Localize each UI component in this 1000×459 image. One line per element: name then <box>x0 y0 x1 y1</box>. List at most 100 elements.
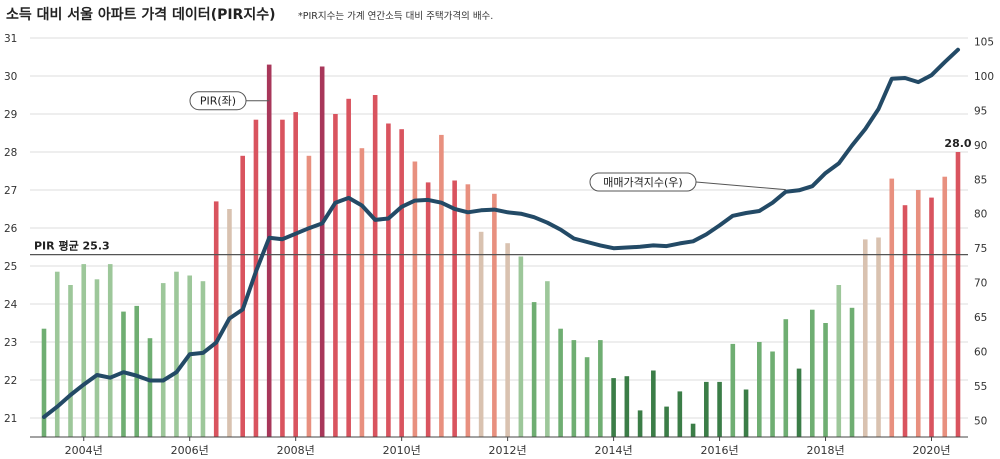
pir-bar <box>704 381 709 437</box>
pir-bar <box>333 114 338 437</box>
right-tick-label: 85 <box>974 174 987 186</box>
legend-callout-pir: PIR(좌) <box>189 91 270 111</box>
pir-bar <box>386 123 391 437</box>
left-tick-label: 31 <box>4 33 17 45</box>
pir-bar <box>942 176 948 437</box>
x-axis: 2004년 2006년 2008년 2010년 2012년 2014년 2016년 2018년… <box>30 436 968 457</box>
pir-bar <box>651 370 656 437</box>
pir-bar <box>531 302 537 437</box>
chart-title: 소득 대비 서울 아파트 가격 데이터(PIR지수) <box>6 6 276 23</box>
x-tick-label: 2010년 <box>383 444 421 457</box>
pir-bar <box>439 134 444 437</box>
right-tick-label: 70 <box>974 278 987 290</box>
pir-bar <box>54 271 60 437</box>
price-index-series <box>42 47 960 419</box>
pir-bar <box>598 340 603 437</box>
pir-bar <box>174 271 179 437</box>
pir-bar <box>876 237 881 437</box>
pir-bar <box>836 285 842 437</box>
pir-bar <box>518 256 524 437</box>
pir-bar <box>796 368 802 437</box>
pir-series-label: PIR(좌) <box>200 95 236 108</box>
pir-bar <box>492 193 497 437</box>
pir-bar <box>505 243 510 437</box>
pir-bar <box>266 64 272 437</box>
pir-bar <box>81 264 87 437</box>
pir-bar <box>346 98 351 438</box>
index-series-label: 매매가격지수(우) <box>603 176 682 189</box>
x-tick-label: 2016년 <box>701 444 739 457</box>
pir-bar <box>319 66 325 437</box>
pir-bar <box>823 323 828 437</box>
average-label-background <box>32 237 122 253</box>
pir-bar <box>915 190 921 437</box>
pir-bar <box>664 406 669 437</box>
pir-bar <box>372 95 378 437</box>
pir-bar <box>213 201 219 437</box>
left-tick-label: 23 <box>4 337 17 349</box>
pir-bar <box>677 391 683 437</box>
pir-bar <box>41 328 47 437</box>
right-tick-label: 80 <box>974 209 987 221</box>
x-tick-label: 2006년 <box>171 444 209 457</box>
pir-bar <box>809 309 815 437</box>
pir-bar <box>955 152 961 437</box>
x-tick-label: 2014년 <box>595 444 633 457</box>
pir-bar <box>147 338 153 437</box>
pir-bar <box>160 283 166 437</box>
pir-bar <box>558 328 563 437</box>
pir-bar <box>280 119 285 437</box>
gridlines <box>30 37 968 419</box>
chart-subtitle: *PIR지수는 가계 연간소득 대비 주택가격의 배수. <box>298 10 493 22</box>
pir-bar <box>240 155 245 438</box>
price-index-line <box>42 47 960 419</box>
pir-bar <box>293 112 298 437</box>
pir-bars <box>41 64 961 438</box>
x-tick-label: 2020년 <box>912 444 950 457</box>
right-axis-ticks: 50 55 60 65 70 75 80 85 90 95 100 105 <box>974 36 994 427</box>
pir-bar <box>584 357 590 437</box>
right-tick-label: 90 <box>974 140 987 152</box>
x-tick-label: 2004년 <box>65 444 103 457</box>
pir-bar <box>730 343 736 437</box>
pir-bar <box>478 231 484 437</box>
left-tick-label: 25 <box>4 261 17 273</box>
pir-bar <box>465 184 471 437</box>
pir-bar <box>306 155 312 438</box>
left-tick-label: 28 <box>4 147 17 159</box>
pir-bar <box>849 307 855 437</box>
left-tick-label: 24 <box>4 299 18 311</box>
pir-bar <box>690 423 696 437</box>
left-tick-label: 30 <box>4 71 17 83</box>
index-callout-box <box>589 172 697 192</box>
pir-bar <box>757 342 762 437</box>
pir-bar <box>68 285 73 437</box>
pir-bar <box>889 178 895 437</box>
left-tick-label: 29 <box>4 109 17 121</box>
left-tick-label: 27 <box>4 185 17 197</box>
pir-bar <box>452 180 457 437</box>
left-tick-label: 21 <box>4 413 17 425</box>
pir-bar <box>412 161 418 437</box>
last-value-label: 28.0 <box>944 137 971 150</box>
pir-bar <box>611 378 616 437</box>
pir-bar <box>227 209 232 437</box>
right-tick-label: 105 <box>974 36 994 48</box>
pir-bar <box>929 197 934 437</box>
pir-callout-box <box>189 91 247 111</box>
pir-bar <box>637 410 643 437</box>
left-tick-label: 26 <box>4 223 18 235</box>
index-leader-line <box>695 181 786 191</box>
right-tick-label: 55 <box>974 381 987 393</box>
pir-bar <box>399 129 404 437</box>
x-tick-label: 2008년 <box>277 444 315 457</box>
pir-bar <box>94 279 100 437</box>
x-tick-label: 2012년 <box>489 444 527 457</box>
x-tick-label: 2018년 <box>806 444 844 457</box>
pir-bar <box>200 281 206 437</box>
right-tick-label: 100 <box>974 71 994 83</box>
right-tick-label: 75 <box>974 243 987 255</box>
right-tick-label: 50 <box>974 415 987 427</box>
pir-bar <box>770 351 775 437</box>
